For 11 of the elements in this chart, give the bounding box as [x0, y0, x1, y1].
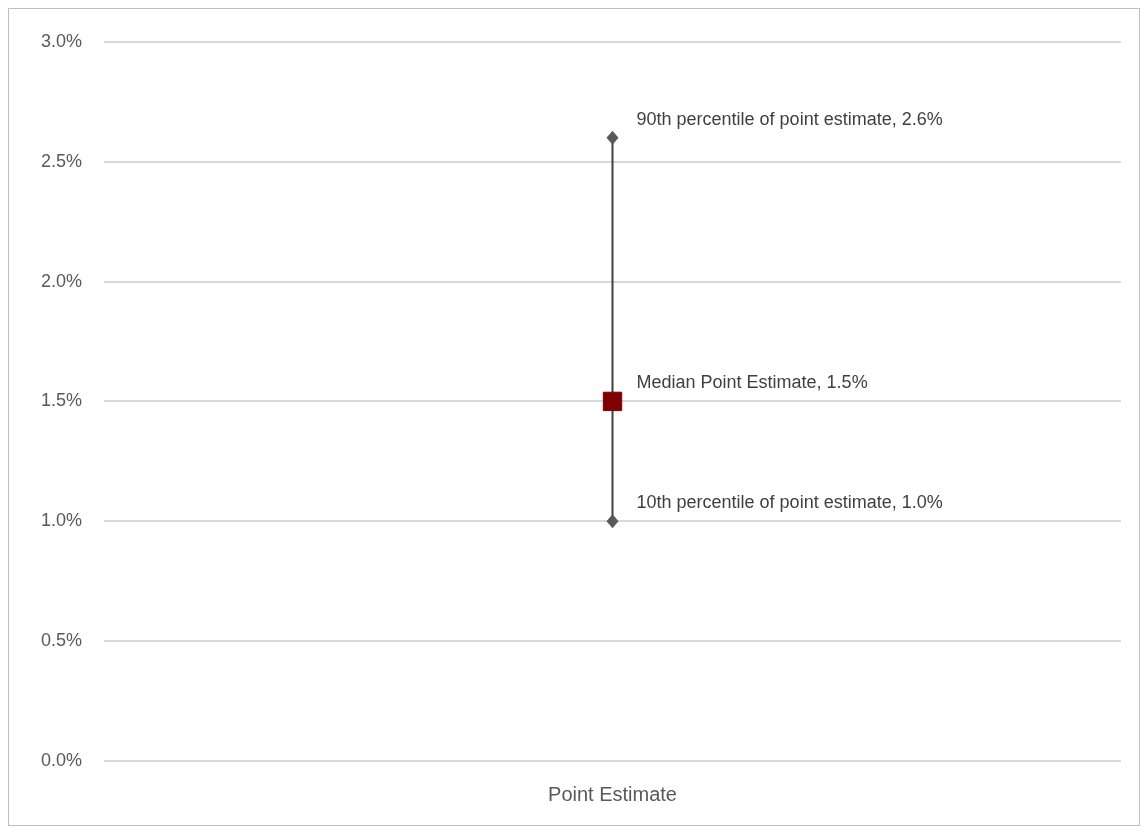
y-tick-label: 1.0%	[41, 510, 83, 531]
annotation: 10th percentile of point estimate, 1.0%	[636, 492, 943, 513]
annotation: 90th percentile of point estimate, 2.6%	[636, 108, 943, 129]
y-tick-label: 0.0%	[41, 749, 83, 770]
y-tick-label: 0.5%	[41, 630, 83, 651]
y-tick-label: 2.5%	[41, 150, 83, 171]
y-tick-label: 1.5%	[41, 390, 83, 411]
x-tick-label: Point Estimate	[548, 782, 677, 805]
y-tick-label: 2.0%	[41, 270, 83, 291]
y-tick-label: 3.0%	[41, 30, 83, 51]
annotation: Median Point Estimate, 1.5%	[636, 372, 868, 393]
